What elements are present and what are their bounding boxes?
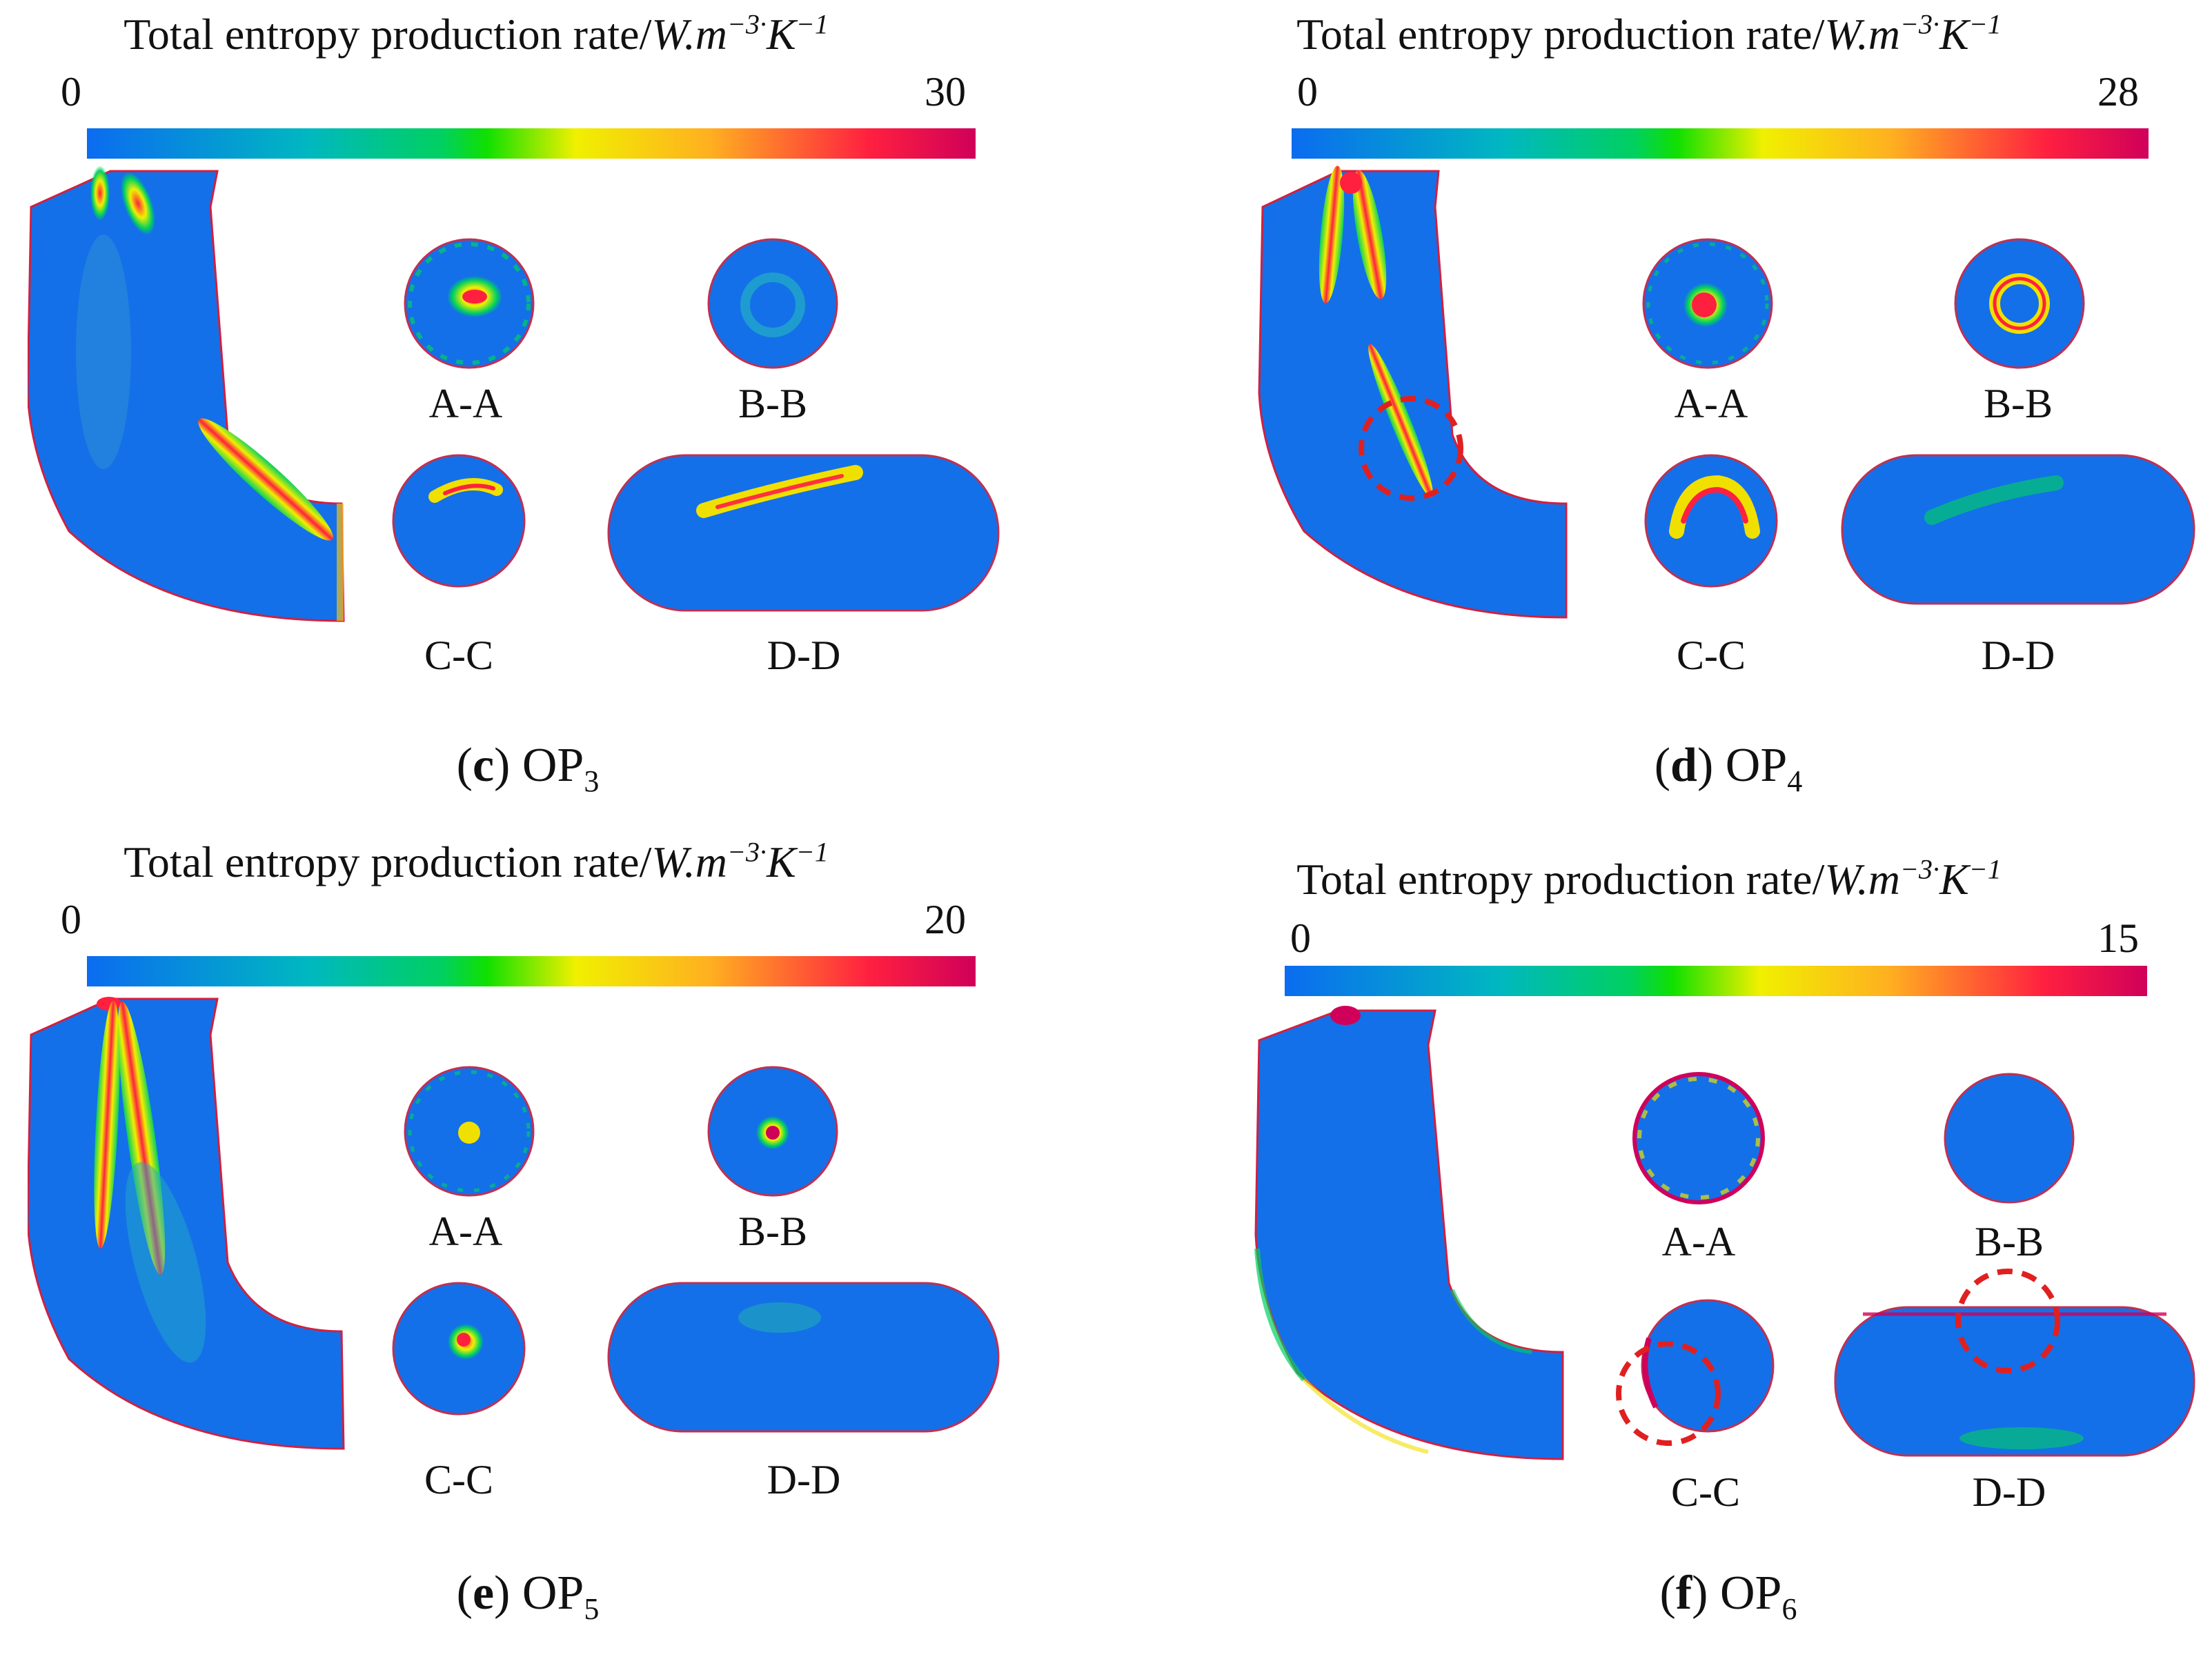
- panel-caption: (d) OP4: [1654, 739, 1803, 798]
- section-label-d-d: D-D: [767, 633, 841, 678]
- section-a-a-contour: [404, 1066, 535, 1197]
- colorbar-min: 0: [1290, 915, 1311, 961]
- section-b-b-contour: [707, 238, 838, 369]
- section-c-c-contour: [392, 1282, 526, 1416]
- section-label-b-b: B-B: [738, 1209, 808, 1254]
- section-label-c-c: C-C: [1670, 1469, 1741, 1515]
- section-b-b-contour: [707, 1066, 838, 1197]
- colorbar-title: Total entropy production rate/W.m−3·K−1: [1296, 853, 2002, 904]
- section-label-d-d: D-D: [1972, 1469, 2046, 1515]
- section-c-c-contour: [392, 454, 526, 588]
- highlight-circle: [1616, 1341, 1721, 1446]
- colorbar: [1292, 128, 2149, 159]
- contour-figure: [28, 166, 1000, 622]
- colorbar-max: 30: [925, 69, 966, 115]
- colorbar-title: Total entropy production rate/W.m−3·K−1: [124, 8, 829, 59]
- section-d-d-contour: [607, 454, 1000, 612]
- elbow-contour: [28, 166, 345, 622]
- highlight-circle: [1359, 396, 1463, 501]
- section-label-c-c: C-C: [424, 633, 494, 678]
- colorbar: [87, 128, 976, 159]
- colorbar-min: 0: [61, 897, 81, 942]
- colorbar-max: 28: [2097, 69, 2139, 115]
- colorbar-title: Total entropy production rate/W.m−3·K−1: [124, 836, 829, 886]
- section-d-d-contour: [1834, 1306, 2195, 1457]
- section-label-a-a: A-A: [428, 381, 503, 426]
- highlight-circle: [1955, 1269, 2060, 1373]
- panel-c: Total entropy production rate/W.m−3·K−1 …: [28, 7, 1028, 800]
- colorbar-min: 0: [61, 69, 81, 115]
- section-label-c-c: C-C: [1676, 633, 1746, 678]
- elbow-contour: [1258, 166, 1568, 619]
- panel-e: Total entropy production rate/W.m−3·K−1 …: [28, 835, 1028, 1628]
- colorbar-title: Total entropy production rate/W.m−3·K−1: [1296, 8, 2002, 59]
- section-label-a-a: A-A: [1661, 1219, 1736, 1264]
- colorbar: [87, 956, 976, 986]
- section-label-c-c: C-C: [424, 1457, 494, 1502]
- colorbar-max: 15: [2097, 915, 2139, 961]
- section-b-b-contour: [1954, 238, 2085, 369]
- panel-d: Total entropy production rate/W.m−3·K−1 …: [1201, 7, 2201, 800]
- section-label-a-a: A-A: [1674, 381, 1748, 426]
- panel-caption: (c) OP3: [456, 739, 600, 798]
- contour-figure: [1254, 1006, 2195, 1460]
- contour-figure: [28, 997, 1000, 1450]
- section-label-b-b: B-B: [1983, 381, 2053, 426]
- panel-caption: (f) OP6: [1659, 1567, 1797, 1626]
- contour-figure: [1258, 166, 2195, 619]
- section-label-b-b: B-B: [738, 381, 808, 426]
- section-d-d-contour: [607, 1282, 1000, 1433]
- section-label-a-a: A-A: [428, 1209, 503, 1254]
- section-label-b-b: B-B: [1974, 1219, 2044, 1264]
- elbow-contour: [28, 997, 345, 1450]
- section-label-d-d: D-D: [1981, 633, 2055, 678]
- section-label-d-d: D-D: [767, 1457, 841, 1502]
- section-c-c-contour: [1644, 454, 1778, 588]
- section-a-a-contour: [1642, 238, 1773, 369]
- colorbar-min: 0: [1297, 69, 1318, 115]
- section-a-a-contour: [1632, 1072, 1765, 1204]
- section-a-a-contour: [404, 238, 535, 369]
- colorbar-max: 20: [925, 897, 966, 942]
- panel-caption: (e) OP5: [456, 1567, 600, 1626]
- section-b-b-contour: [1944, 1073, 2075, 1204]
- section-d-d-contour: [1841, 454, 2195, 605]
- elbow-contour: [1254, 1006, 1564, 1460]
- colorbar: [1285, 966, 2147, 996]
- panel-f: Total entropy production rate/W.m−3·K−1 …: [1201, 835, 2201, 1628]
